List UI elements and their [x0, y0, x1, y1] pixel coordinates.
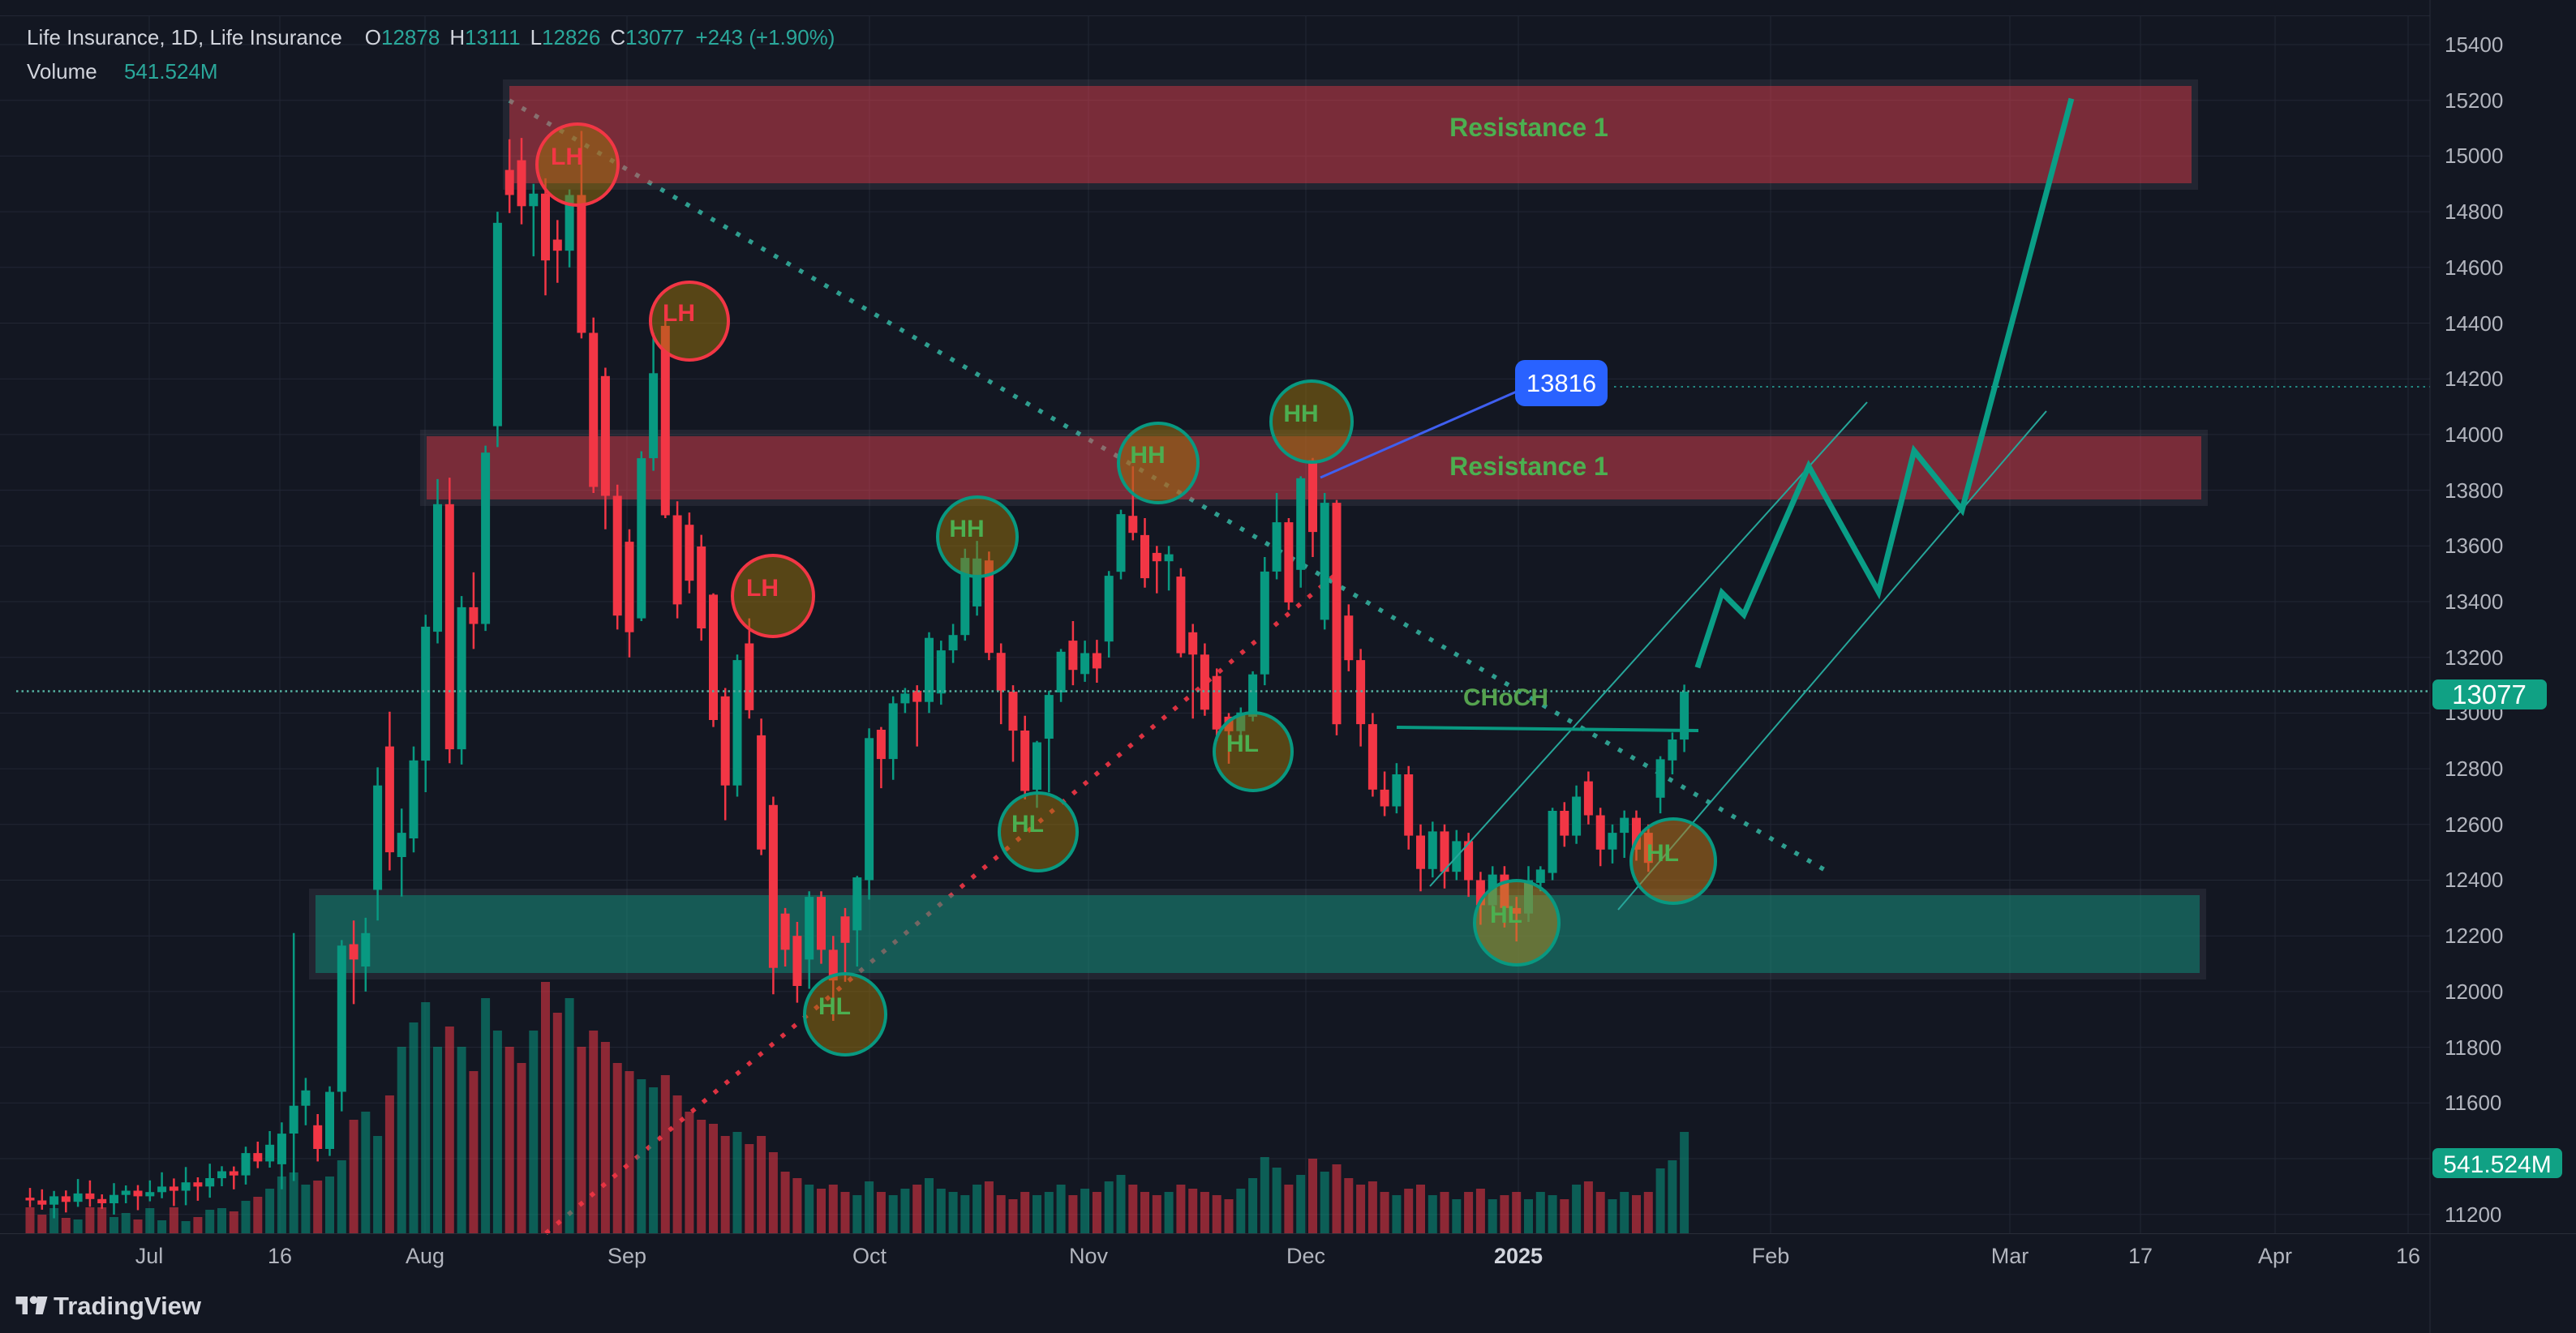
svg-text:11600: 11600: [2445, 1091, 2501, 1115]
svg-text:Resistance 1: Resistance 1: [1449, 452, 1608, 481]
svg-text:HL: HL: [1646, 840, 1679, 867]
svg-text:Dec: Dec: [1286, 1244, 1325, 1268]
svg-text:13400: 13400: [2445, 589, 2503, 614]
svg-text:Oct: Oct: [852, 1244, 887, 1268]
svg-text:14600: 14600: [2445, 255, 2503, 280]
svg-text:TradingView: TradingView: [54, 1292, 202, 1320]
svg-text:17: 17: [2128, 1244, 2153, 1268]
svg-text:13600: 13600: [2445, 534, 2503, 558]
svg-text:Feb: Feb: [1752, 1244, 1790, 1268]
svg-text:Jul: Jul: [135, 1244, 164, 1268]
svg-text:Resistance 1: Resistance 1: [1449, 113, 1608, 142]
svg-text:CHoCH: CHoCH: [1463, 684, 1548, 711]
svg-text:2025: 2025: [1494, 1244, 1543, 1268]
svg-text:13800: 13800: [2445, 478, 2503, 503]
svg-text:16: 16: [2396, 1244, 2420, 1268]
svg-text:Apr: Apr: [2258, 1244, 2292, 1268]
svg-text:13816: 13816: [1526, 369, 1596, 397]
svg-text:13077: 13077: [2452, 679, 2527, 709]
svg-text:HL: HL: [818, 993, 851, 1020]
svg-text:LH: LH: [663, 300, 695, 327]
svg-text:HL: HL: [1011, 811, 1044, 838]
svg-text:12000: 12000: [2445, 979, 2503, 1004]
svg-text:LH: LH: [746, 575, 779, 602]
svg-text:HL: HL: [1226, 731, 1259, 757]
svg-text:14400: 14400: [2445, 311, 2503, 336]
svg-text:11800: 11800: [2445, 1035, 2501, 1060]
svg-text:HL: HL: [1490, 902, 1522, 928]
svg-text:13200: 13200: [2445, 645, 2503, 670]
svg-text:Life Insurance, 1D, Life Insur: Life Insurance, 1D, Life Insurance O12878…: [27, 25, 835, 49]
svg-text:Aug: Aug: [406, 1244, 444, 1268]
svg-text:11200: 11200: [2445, 1202, 2501, 1227]
svg-text:HH: HH: [1283, 401, 1318, 427]
svg-text:HH: HH: [949, 516, 984, 542]
svg-text:Mar: Mar: [1991, 1244, 2029, 1268]
svg-text:Nov: Nov: [1069, 1244, 1109, 1268]
svg-text:12200: 12200: [2445, 924, 2503, 948]
svg-text:16: 16: [268, 1244, 292, 1268]
svg-text:14000: 14000: [2445, 422, 2503, 447]
svg-text:15000: 15000: [2445, 144, 2503, 168]
svg-text:15400: 15400: [2445, 32, 2503, 57]
svg-text:15200: 15200: [2445, 88, 2503, 113]
svg-text:12600: 12600: [2445, 812, 2503, 837]
svg-text:14200: 14200: [2445, 366, 2503, 391]
svg-text:HH: HH: [1130, 442, 1165, 469]
svg-text:Sep: Sep: [608, 1244, 646, 1268]
svg-text:14800: 14800: [2445, 199, 2503, 224]
svg-text:12800: 12800: [2445, 757, 2503, 781]
svg-text:541.524M: 541.524M: [2443, 1151, 2551, 1178]
svg-text:LH: LH: [551, 144, 583, 170]
svg-text:12400: 12400: [2445, 868, 2503, 892]
